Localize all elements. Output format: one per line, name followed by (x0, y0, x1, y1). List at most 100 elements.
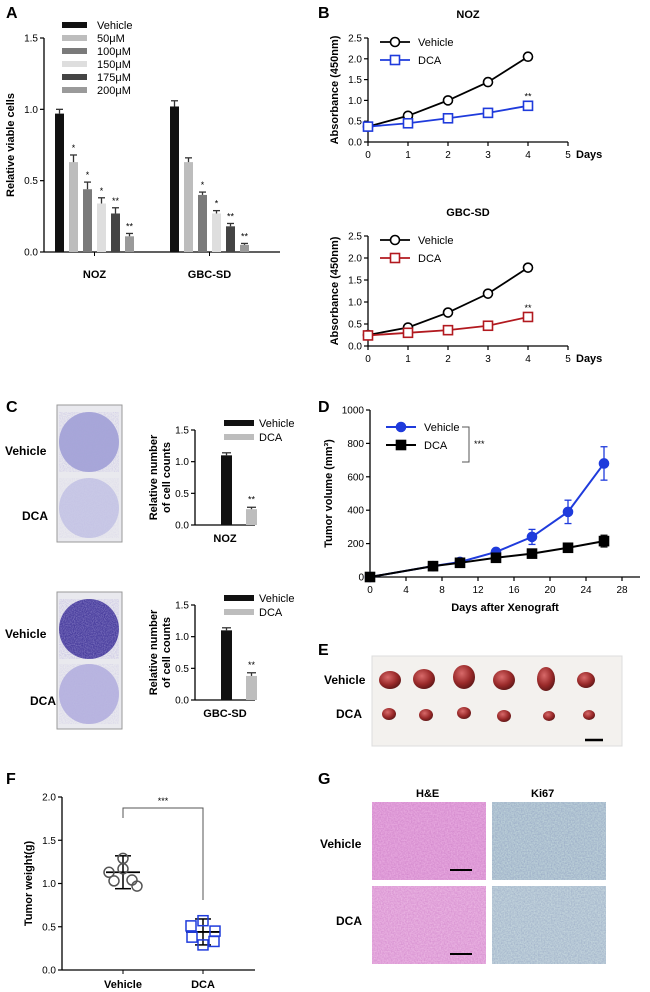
plate-image-gbcsd (56, 591, 123, 730)
d-y-label: Tumor volume (mm³) (323, 439, 335, 548)
b1-legend-marker (389, 54, 401, 66)
plate-image-noz (56, 404, 123, 543)
b1-ytick-label: 2.0 (348, 54, 362, 65)
d-point (598, 535, 610, 547)
b2-legend-label: DCA (418, 253, 442, 265)
c2-ytick-label: 1.0 (175, 632, 189, 643)
histology-ki67-dca (492, 886, 606, 964)
a-bar (83, 189, 92, 252)
f-point (197, 914, 209, 927)
a-ytick-label: 1.5 (24, 34, 38, 45)
f-point (197, 939, 209, 951)
c1-y-label: of cell counts (161, 442, 173, 513)
b2-point (442, 307, 454, 318)
f-significance-label: *** (158, 796, 169, 806)
f-x-tick-label: Vehicle (104, 979, 142, 991)
b1-significance-label: ** (524, 91, 532, 101)
b1-point (402, 117, 414, 129)
d-xtick-label: 20 (544, 585, 556, 596)
b1-xtick-label: 5 (565, 150, 571, 161)
c2-y-label: of cell counts (161, 617, 173, 688)
a-ytick-label: 1.0 (24, 105, 38, 116)
a-legend-swatch (62, 87, 87, 93)
a-legend-swatch (62, 61, 87, 67)
panel-label-a: A (6, 5, 18, 22)
a-bar (170, 106, 179, 252)
histology-ki67-vehicle (492, 802, 606, 880)
d-ytick-label: 600 (347, 472, 364, 483)
a-y-label: Relative viable cells (5, 93, 17, 197)
b1-point (482, 107, 494, 119)
a-legend-swatch (62, 22, 87, 28)
c2-legend-swatch (224, 595, 254, 601)
a-bar (184, 162, 193, 252)
b2-xtick-label: 1 (405, 354, 411, 365)
b1-x-label: Days (576, 149, 602, 161)
c2-bar (221, 630, 232, 700)
b1-xtick-label: 0 (365, 150, 371, 161)
b1-xtick-label: 3 (485, 150, 491, 161)
a-significance-label: * (86, 170, 90, 180)
b2-ytick-label: 2.5 (348, 232, 362, 243)
a-significance-label: * (201, 180, 205, 190)
c1-legend-label: Vehicle (259, 418, 294, 430)
d-point (526, 531, 538, 543)
a-significance-label: ** (126, 221, 134, 231)
b1-point (522, 51, 534, 63)
d-xtick-label: 28 (616, 585, 628, 596)
b2-legend-label: Vehicle (418, 235, 453, 247)
b1-ytick-label: 1.5 (348, 75, 362, 86)
b1-legend-marker (389, 36, 401, 48)
b2-y-label: Absorbance (450nm) (329, 236, 341, 345)
g-row-label-dca: DCA (336, 914, 362, 928)
b1-point (442, 95, 454, 106)
b1-ytick-label: 2.5 (348, 34, 362, 45)
c2-bar (246, 675, 257, 700)
a-significance-label: ** (241, 231, 249, 241)
c2-x-label: GBC-SD (203, 708, 246, 720)
d-point (598, 458, 610, 469)
d-point (364, 571, 376, 583)
a-legend-label: 200μM (97, 85, 131, 97)
d-ytick-label: 0 (358, 573, 364, 584)
panel-label-f: F (6, 771, 16, 788)
d-significance-bracket (462, 426, 470, 463)
b2-point (482, 320, 494, 332)
b2-point (362, 330, 374, 341)
a-legend-label: 100μM (97, 46, 131, 58)
b1-y-label: Absorbance (450nm) (329, 35, 341, 144)
chart-c-noz-cell-counts: 0.0 0.5 1.0 1.5 ** NOZ Relative number of cell … (148, 418, 294, 545)
d-significance-label: *** (474, 439, 485, 449)
d-legend-marker (395, 439, 407, 451)
c2-legend-swatch (224, 609, 254, 615)
a-x-tick-label: NOZ (83, 269, 107, 281)
b1-xtick-label: 1 (405, 150, 411, 161)
f-point (186, 931, 198, 943)
d-ytick-label: 1000 (342, 406, 365, 417)
b1-xtick-label: 2 (445, 150, 451, 161)
b1-xtick-label: 4 (525, 150, 531, 161)
a-legend-swatch (62, 35, 87, 41)
c1-legend-swatch (224, 434, 254, 440)
panel-label-g: G (318, 771, 330, 788)
a-bar (97, 203, 106, 252)
c1-bar (246, 509, 257, 525)
a-bar (198, 194, 207, 252)
a-bar (69, 162, 78, 252)
d-ytick-label: 800 (347, 439, 364, 450)
c1-legend-label: DCA (259, 432, 283, 444)
f-ytick-label: 1.5 (42, 836, 56, 847)
a-legend-swatch (62, 48, 87, 54)
f-ytick-label: 0.0 (42, 966, 56, 977)
b2-xtick-label: 3 (485, 354, 491, 365)
b2-x-label: Days (576, 353, 602, 365)
f-point (208, 935, 220, 948)
panel-label-d: D (318, 399, 330, 416)
c2-ytick-label: 0.0 (175, 696, 189, 707)
f-point (108, 875, 120, 887)
a-bar (226, 226, 235, 252)
b1-ytick-label: 0.5 (348, 117, 362, 128)
f-point (131, 880, 143, 892)
a-legend-swatch (62, 74, 87, 80)
